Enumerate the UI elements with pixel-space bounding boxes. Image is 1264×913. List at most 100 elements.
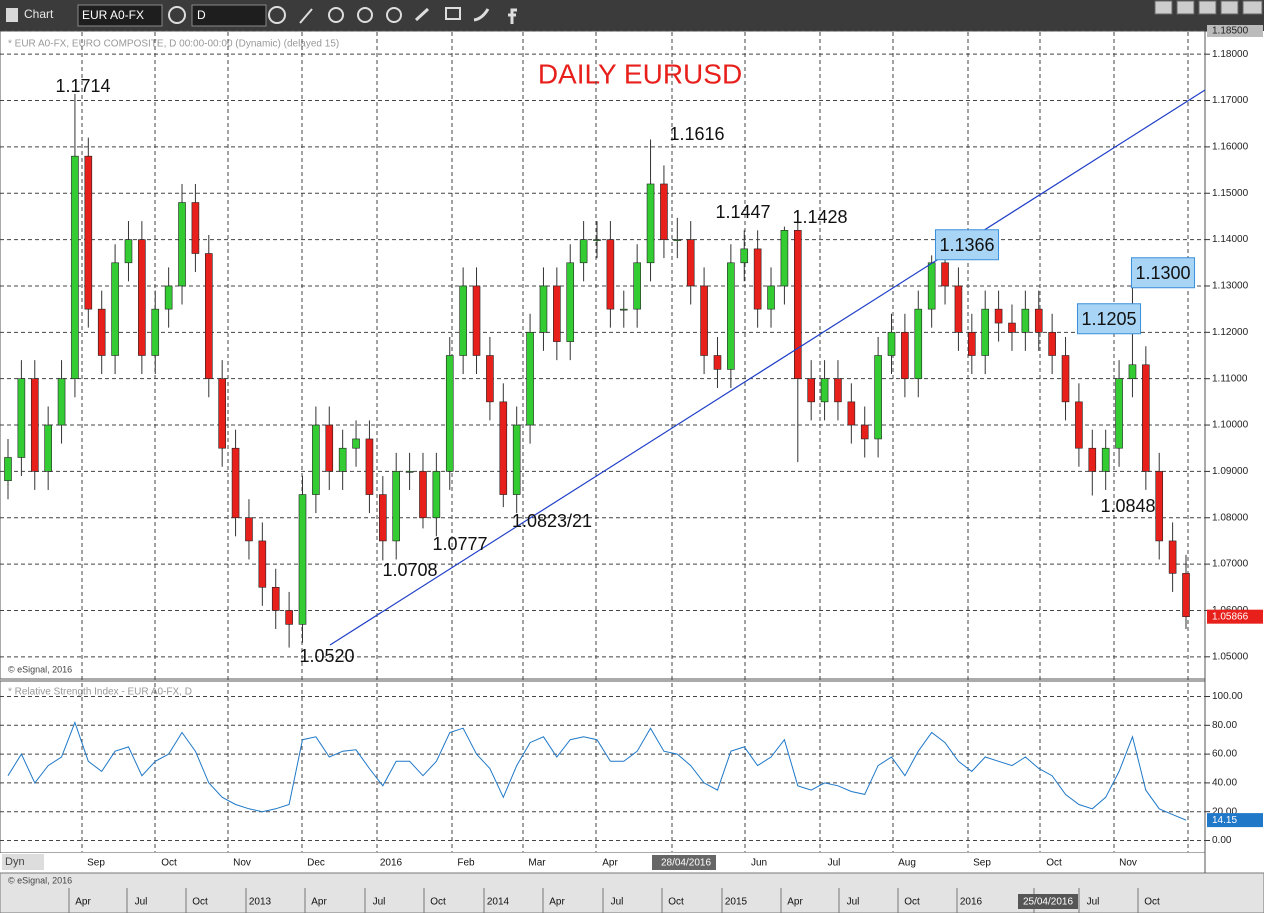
candle-body <box>954 285 963 333</box>
candle-body <box>138 239 146 356</box>
y-tick-label: 1.07000 <box>1212 559 1249 570</box>
y-tick-label: 1.10000 <box>1212 420 1249 431</box>
candle-body <box>432 471 441 519</box>
candle-body <box>285 610 293 625</box>
candle-body <box>753 248 762 310</box>
y-tick-label: 1.18000 <box>1212 49 1249 60</box>
help-button[interactable] <box>1154 0 1173 15</box>
candle-body <box>1115 378 1123 449</box>
candle-body <box>700 285 708 356</box>
overview-label: 25/04/2016 <box>1023 897 1073 908</box>
rsi-line <box>7 720 1187 821</box>
x-tick-label: Sep <box>87 858 105 869</box>
candle-body <box>526 332 534 426</box>
overview-label: Jul <box>373 897 386 908</box>
toolbar <box>0 0 1264 31</box>
x-tick-label: Aug <box>898 858 916 869</box>
candle-body <box>352 438 360 449</box>
candle-body <box>860 424 869 440</box>
source: © eSignal, 2016 <box>8 664 72 674</box>
x-tick-label: Jun <box>751 858 767 869</box>
candle-body <box>379 494 387 542</box>
candle-body <box>231 447 240 519</box>
annotation: 1.0777 <box>432 534 487 554</box>
candle-body <box>847 401 856 426</box>
refresh-button[interactable] <box>328 7 344 23</box>
candle-body <box>1128 364 1137 379</box>
y-tick-label: 1.14000 <box>1212 234 1249 245</box>
candle-body <box>553 285 561 342</box>
overview-label: 2015 <box>725 897 748 908</box>
symbol[interactable]: EUR A0-FX <box>82 8 144 22</box>
clock-button[interactable] <box>268 6 286 24</box>
restore-button[interactable] <box>1220 0 1239 15</box>
candle-body <box>927 262 936 310</box>
x-tick-label: 28/04/2016 <box>661 858 711 869</box>
candle-body <box>204 253 213 379</box>
annotation: 1.0708 <box>382 560 437 580</box>
overview-label: 2013 <box>249 897 272 908</box>
candle-body <box>84 155 93 310</box>
candle-body <box>1075 401 1083 449</box>
annotation: 1.1616 <box>669 124 724 144</box>
y-tick-label: 1.12000 <box>1212 327 1249 338</box>
trend-line <box>329 89 1206 646</box>
y-tick-label: 1.09000 <box>1212 466 1249 477</box>
overview-label: Oct <box>904 897 920 908</box>
maximize-button[interactable] <box>1198 0 1217 15</box>
candle-body <box>312 424 320 495</box>
annotation: 1.0520 <box>299 646 354 666</box>
candle-body <box>807 378 815 403</box>
y-tick-label: 1.08000 <box>1212 512 1249 523</box>
annotation: 1.1300 <box>1135 263 1190 283</box>
settings-button[interactable] <box>168 6 186 24</box>
dyn-box[interactable] <box>2 854 44 870</box>
overview-label: 2014 <box>487 897 510 908</box>
tick-highlight <box>1207 25 1263 37</box>
facebook-button[interactable] <box>508 8 517 24</box>
close-button[interactable] <box>1242 0 1263 15</box>
candle-body <box>914 308 923 379</box>
annotation: 1.1428 <box>792 207 847 227</box>
y-tick-label: 1.11000 <box>1212 373 1248 384</box>
x-tick-label: Oct <box>161 858 177 869</box>
window-title: Chart <box>24 7 54 21</box>
candle-body <box>472 285 481 356</box>
dyn-label[interactable]: Dyn <box>5 856 25 868</box>
candle-body <box>673 239 682 241</box>
last-price-box <box>1207 609 1263 624</box>
candle-body <box>392 471 401 542</box>
candle-body <box>713 355 722 370</box>
candle-body <box>71 155 79 379</box>
overview-label: Apr <box>311 897 327 908</box>
overview-label: Oct <box>192 897 208 908</box>
symbol-box[interactable] <box>77 4 163 27</box>
candle-body <box>44 424 52 472</box>
play-button[interactable] <box>357 7 373 23</box>
candle-body <box>419 471 427 519</box>
interval[interactable]: D <box>197 8 206 22</box>
x-tick-label: 2016 <box>380 858 403 869</box>
candle-body <box>1021 308 1030 333</box>
overview-label: Oct <box>668 897 684 908</box>
x-tick-label: Mar <box>528 858 546 869</box>
x-tick-label: Feb <box>457 858 475 869</box>
y-tick-label: 1.15000 <box>1212 188 1249 199</box>
comment-button[interactable] <box>445 7 461 20</box>
replay-button[interactable] <box>386 7 402 23</box>
candle-body <box>298 494 307 625</box>
x-tick-label: Jul <box>828 858 841 869</box>
tools-button[interactable] <box>414 7 430 22</box>
overview-label: Apr <box>787 897 803 908</box>
twitter-button[interactable] <box>473 8 490 22</box>
y-tick-label: 1.05000 <box>1212 651 1249 662</box>
interval-box[interactable] <box>191 4 267 27</box>
y-tick-label: 1.16000 <box>1212 142 1249 153</box>
draw-button[interactable] <box>299 8 313 24</box>
minimize-button[interactable] <box>1176 0 1195 15</box>
rsi-title: * Relative Strength Index - EUR A0-FX, D <box>8 687 192 698</box>
y-tick-label: 100.00 <box>1212 691 1243 702</box>
y-tick-label: 40.00 <box>1212 778 1237 789</box>
candle-body <box>834 378 842 403</box>
y-tick-label: 1.17000 <box>1212 95 1249 106</box>
